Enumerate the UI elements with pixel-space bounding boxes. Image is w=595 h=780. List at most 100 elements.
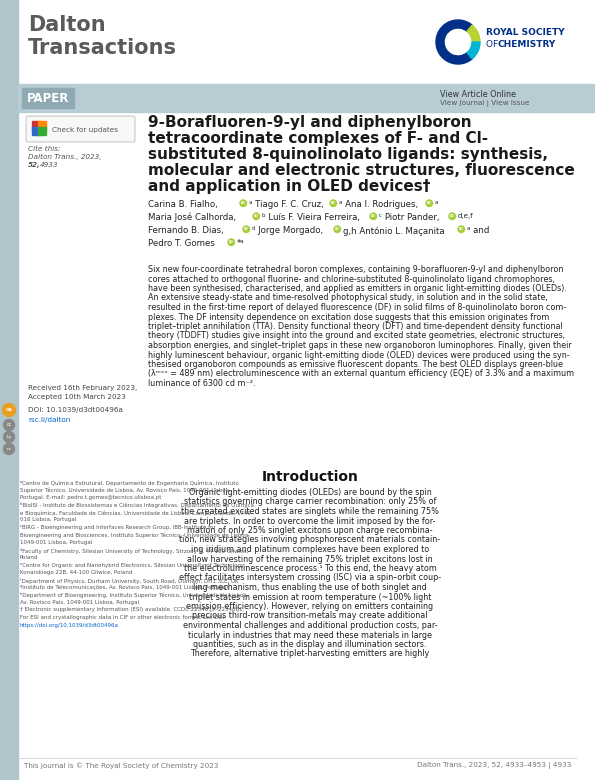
Wedge shape	[436, 20, 472, 64]
Text: tion, new strategies involving phosphorescent materials contain-: tion, new strategies involving phosphore…	[180, 536, 440, 544]
Text: ᵈ Jorge Morgado,: ᵈ Jorge Morgado,	[252, 226, 323, 235]
Text: iD: iD	[450, 215, 455, 218]
Text: https://doi.org/10.1039/d3dt00496a: https://doi.org/10.1039/d3dt00496a	[20, 622, 119, 627]
Text: Fernando B. Dias,: Fernando B. Dias,	[148, 226, 224, 235]
Text: Pedro T. Gomes: Pedro T. Gomes	[148, 239, 215, 248]
Text: luminance of 6300 cd m⁻².: luminance of 6300 cd m⁻².	[148, 379, 255, 388]
Text: Organic light-emitting diodes (OLEDs) are bound by the spin: Organic light-emitting diodes (OLEDs) ar…	[189, 488, 431, 497]
Text: molecular and electronic structures, fluorescence: molecular and electronic structures, flu…	[148, 163, 575, 178]
Circle shape	[330, 200, 337, 207]
Text: Dalton Trans., 2023,: Dalton Trans., 2023,	[28, 154, 102, 160]
Text: ᶜBIRG - Bioengineering and Interfaces Research Group, IBB-Institute for: ᶜBIRG - Bioengineering and Interfaces Re…	[20, 525, 216, 530]
Circle shape	[240, 200, 246, 207]
Text: mation of only 25% singlet excitons upon charge recombina-: mation of only 25% singlet excitons upon…	[187, 526, 433, 535]
Text: 016 Lisboa, Portugal: 016 Lisboa, Portugal	[20, 517, 76, 523]
Text: iD: iD	[371, 215, 375, 218]
Text: triplet states in emission at room temperature (~100% light: triplet states in emission at room tempe…	[189, 593, 431, 601]
Text: emission efficiency). However, relying on emitters containing: emission efficiency). However, relying o…	[186, 602, 434, 611]
Text: statistics governing charge carrier recombination: only 25% of: statistics governing charge carrier reco…	[184, 498, 436, 506]
Text: Av. Rovisco Pais, 1049-001 Lisboa, Portugal: Av. Rovisco Pais, 1049-001 Lisboa, Portu…	[20, 600, 139, 605]
Circle shape	[426, 200, 433, 207]
Text: † Electronic supplementary information (ESI) available. CCDC 2234839–2234861.: † Electronic supplementary information (…	[20, 608, 245, 612]
Text: highly luminescent behaviour, organic light-emitting diode (OLED) devices were p: highly luminescent behaviour, organic li…	[148, 350, 569, 360]
Bar	[32, 121, 40, 129]
Text: tetracoordinate complexes of F- and Cl-: tetracoordinate complexes of F- and Cl-	[148, 131, 488, 146]
Bar	[38, 121, 46, 129]
Wedge shape	[467, 42, 480, 58]
Text: Maria José Calhorda,: Maria José Calhorda,	[148, 213, 236, 222]
Text: the created excited states are singlets while the remaining 75%: the created excited states are singlets …	[181, 507, 439, 516]
Text: ᵉCentre for Organic and Nanohybrid Electronics, Silesian University of Technolog: ᵉCentre for Organic and Nanohybrid Elect…	[20, 562, 246, 568]
Text: iD: iD	[459, 227, 464, 231]
Text: An extensive steady-state and time-resolved photophysical study, in solution and: An extensive steady-state and time-resol…	[148, 293, 548, 303]
Text: iD: iD	[241, 201, 246, 205]
Text: and application in OLED devices†: and application in OLED devices†	[148, 179, 430, 194]
Text: ʰDepartment of Bioengineering, Instituto Superior Técnico, Universidade de Lisbo: ʰDepartment of Bioengineering, Instituto…	[20, 593, 249, 598]
Text: ᵇ Luís F. Vieira Ferreira,: ᵇ Luís F. Vieira Ferreira,	[262, 213, 360, 222]
Text: 4933: 4933	[40, 162, 58, 168]
Bar	[32, 127, 40, 135]
Text: Konarskiego 22B, 44-100 Gliwice, Poland: Konarskiego 22B, 44-100 Gliwice, Poland	[20, 570, 132, 575]
Text: precious third-row transition-metals may create additional: precious third-row transition-metals may…	[192, 612, 428, 621]
Text: View Journal | View Issue: View Journal | View Issue	[440, 100, 530, 107]
Circle shape	[253, 213, 259, 219]
Wedge shape	[467, 25, 480, 42]
Text: ing iridium and platinum complexes have been explored to: ing iridium and platinum complexes have …	[191, 545, 429, 554]
Text: cores attached to orthogonal fluorine- and chlorine-substituted 8-quinolinolato : cores attached to orthogonal fluorine- a…	[148, 275, 555, 283]
Circle shape	[458, 226, 465, 232]
Text: rsc.li/dalton: rsc.li/dalton	[28, 417, 70, 423]
Text: iD: iD	[254, 215, 259, 218]
Text: 52,: 52,	[28, 162, 40, 168]
Circle shape	[228, 239, 234, 246]
Text: iD: iD	[427, 201, 432, 205]
Text: For ESI and crystallographic data in CIF or other electronic format see DOI:: For ESI and crystallographic data in CIF…	[20, 615, 226, 620]
Text: Dalton
Transactions: Dalton Transactions	[28, 15, 177, 58]
Text: ᶜ Piotr Pander,: ᶜ Piotr Pander,	[379, 213, 440, 222]
Text: OA: OA	[5, 408, 12, 412]
Text: ᵍInstituto de Telecomunicações, Av. Rovisco Pais, 1049-001 Lisboa, Portugal: ᵍInstituto de Telecomunicações, Av. Rovi…	[20, 585, 228, 590]
Text: ᵃ Ana I. Rodrigues,: ᵃ Ana I. Rodrigues,	[339, 200, 418, 209]
Text: iD: iD	[244, 227, 249, 231]
Text: are triplets. In order to overcome the limit imposed by the for-: are triplets. In order to overcome the l…	[184, 516, 436, 526]
Text: Dalton Trans., 2023, 52, 4933–4953 | 4933: Dalton Trans., 2023, 52, 4933–4953 | 493…	[416, 762, 571, 769]
Bar	[38, 127, 46, 135]
Text: iD: iD	[335, 227, 340, 231]
Text: Introduction: Introduction	[262, 470, 358, 484]
Text: ROYAL SOCIETY: ROYAL SOCIETY	[486, 28, 565, 37]
Text: ᵃ Tiago F. C. Cruz,: ᵃ Tiago F. C. Cruz,	[249, 200, 324, 209]
Text: OF: OF	[486, 40, 501, 49]
Text: View Article Online: View Article Online	[440, 90, 516, 99]
Text: d,e,f: d,e,f	[458, 213, 474, 219]
Bar	[0, 0, 18, 780]
Circle shape	[449, 213, 456, 219]
Circle shape	[243, 226, 249, 232]
Circle shape	[2, 403, 15, 417]
Text: cc: cc	[7, 423, 12, 427]
Text: triplet–triplet annihilation (TTA). Density functional theory (DFT) and time-dep: triplet–triplet annihilation (TTA). Dens…	[148, 322, 563, 331]
Text: ᵇBioISI - Instituto de Biossistemas e Ciências Integrativas, Departamento de Quí: ᵇBioISI - Instituto de Biossistemas e Ci…	[20, 502, 254, 509]
Text: ticularly in industries that may need these materials in large: ticularly in industries that may need th…	[188, 630, 432, 640]
Text: Carina B. Fialho,: Carina B. Fialho,	[148, 200, 218, 209]
Text: Therefore, alternative triplet-harvesting emitters are highly: Therefore, alternative triplet-harvestin…	[190, 650, 430, 658]
Text: resulted in the first-time report of delayed fluorescence (DF) in solid films of: resulted in the first-time report of del…	[148, 303, 566, 312]
Text: Portugal. E-mail: pedro.t.gomes@tecnico.ulisboa.pt: Portugal. E-mail: pedro.t.gomes@tecnico.…	[20, 495, 161, 500]
Text: PAPER: PAPER	[27, 91, 69, 105]
Bar	[22, 88, 74, 108]
Circle shape	[4, 431, 14, 442]
Text: iD: iD	[229, 240, 234, 244]
Circle shape	[4, 444, 14, 455]
Text: 9-Borafluoren-9-yl and diphenylboron: 9-Borafluoren-9-yl and diphenylboron	[148, 115, 472, 130]
Text: theory (TDDFT) studies give insight into the ground and excited state geometries: theory (TDDFT) studies give insight into…	[148, 332, 565, 341]
Text: ᵃCentro de Química Estrutural, Departamento de Engenharia Química, Instituto: ᵃCentro de Química Estrutural, Departame…	[20, 480, 239, 485]
Text: the electroluminescence process.¹ To this end, the heavy atom: the electroluminescence process.¹ To thi…	[184, 564, 437, 573]
Text: Received 16th February 2023,: Received 16th February 2023,	[28, 385, 137, 391]
Text: allow harvesting of the remaining 75% triplet excitons lost in: allow harvesting of the remaining 75% tr…	[187, 555, 433, 563]
Text: Bioengineering and Biosciences, Instituto Superior Técnico, Universidade de Lisb: Bioengineering and Biosciences, Institut…	[20, 533, 250, 538]
FancyBboxPatch shape	[26, 116, 135, 142]
Text: g,h António L. Maçanita: g,h António L. Maçanita	[343, 226, 444, 236]
Text: quantities, such as in the display and illumination sectors.: quantities, such as in the display and i…	[193, 640, 427, 649]
Text: Superior Técnico, Universidade de Lisboa, Av. Rovisco Pais, 1049-001 Lisboa,: Superior Técnico, Universidade de Lisboa…	[20, 488, 231, 493]
Text: Accepted 10th March 2023: Accepted 10th March 2023	[28, 394, 126, 400]
Text: by: by	[7, 435, 12, 439]
Circle shape	[4, 420, 14, 431]
